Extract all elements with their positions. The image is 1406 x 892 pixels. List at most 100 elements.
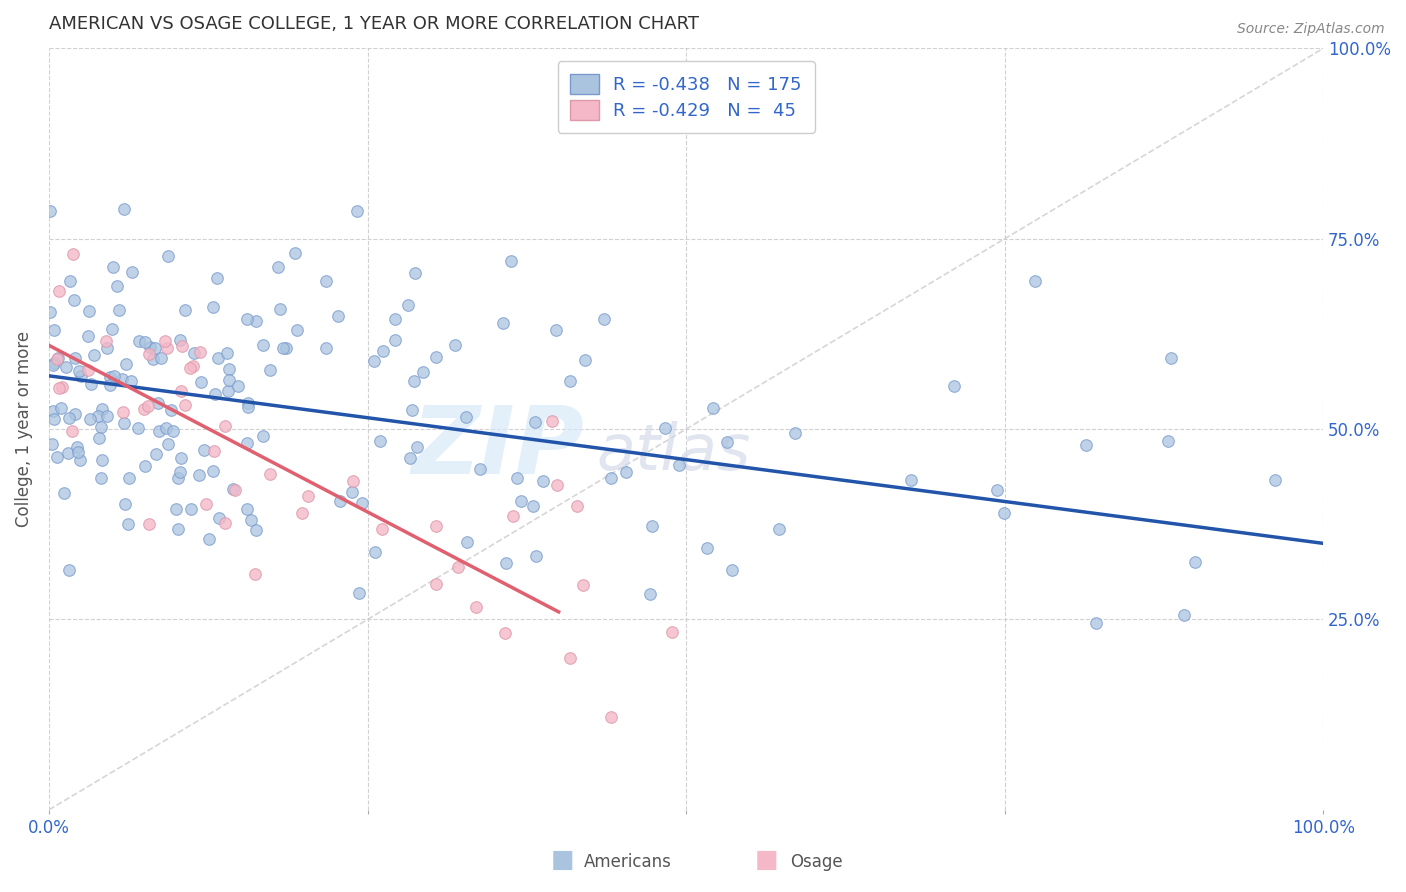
Text: ■: ■	[755, 848, 778, 872]
Point	[112, 416, 135, 430]
Point	[342, 474, 364, 488]
Point	[173, 302, 195, 317]
Point	[1084, 616, 1107, 631]
Point	[600, 471, 623, 485]
Point	[188, 468, 211, 483]
Point	[111, 372, 134, 386]
Point	[139, 340, 162, 354]
Point	[425, 350, 447, 364]
Point	[540, 414, 562, 428]
Point	[592, 312, 614, 326]
Point	[661, 625, 683, 640]
Point	[363, 354, 385, 368]
Point	[384, 312, 406, 326]
Point	[1157, 434, 1180, 448]
Point	[654, 420, 676, 434]
Point	[1184, 555, 1206, 569]
Point	[297, 489, 319, 503]
Point	[470, 462, 492, 476]
Point	[80, 376, 103, 391]
Point	[181, 359, 204, 373]
Text: AMERICAN VS OSAGE COLLEGE, 1 YEAR OR MORE CORRELATION CHART: AMERICAN VS OSAGE COLLEGE, 1 YEAR OR MOR…	[49, 15, 699, 33]
Point	[148, 425, 170, 439]
Point	[48, 351, 70, 365]
Point	[128, 334, 150, 348]
Point	[226, 379, 249, 393]
Point	[444, 338, 467, 352]
Point	[167, 471, 190, 485]
Point	[315, 274, 337, 288]
Point	[524, 549, 547, 564]
Point	[291, 506, 314, 520]
Text: ZIP: ZIP	[411, 402, 583, 494]
Point	[51, 380, 73, 394]
Point	[238, 400, 260, 414]
Point	[285, 323, 308, 337]
Point	[522, 499, 544, 513]
Point	[696, 541, 718, 555]
Point	[986, 483, 1008, 497]
Point	[1024, 274, 1046, 288]
Point	[702, 401, 724, 416]
Point	[425, 519, 447, 533]
Point	[412, 365, 434, 379]
Point	[174, 398, 197, 412]
Point	[42, 323, 65, 337]
Point	[142, 352, 165, 367]
Point	[105, 279, 128, 293]
Point	[1173, 607, 1195, 622]
Point	[284, 245, 307, 260]
Point	[398, 451, 420, 466]
Point	[179, 360, 201, 375]
Point	[118, 471, 141, 485]
Point	[62, 293, 84, 307]
Legend: R = -0.438   N = 175, R = -0.429   N =  45: R = -0.438 N = 175, R = -0.429 N = 45	[558, 62, 814, 133]
Point	[143, 341, 166, 355]
Point	[48, 381, 70, 395]
Point	[96, 409, 118, 424]
Point	[103, 369, 125, 384]
Point	[558, 374, 581, 388]
Point	[108, 303, 131, 318]
Point	[41, 437, 63, 451]
Point	[271, 342, 294, 356]
Point	[668, 458, 690, 472]
Point	[783, 425, 806, 440]
Point	[425, 577, 447, 591]
Point	[98, 378, 121, 392]
Point	[217, 384, 239, 398]
Point	[614, 465, 637, 479]
Point	[136, 399, 159, 413]
Point	[101, 260, 124, 274]
Point	[245, 314, 267, 328]
Point	[346, 204, 368, 219]
Text: Americans: Americans	[583, 853, 672, 871]
Point	[115, 357, 138, 371]
Point	[190, 376, 212, 390]
Point	[120, 374, 142, 388]
Point	[599, 710, 621, 724]
Point	[721, 563, 744, 577]
Point	[716, 435, 738, 450]
Point	[404, 266, 426, 280]
Point	[201, 300, 224, 314]
Point	[149, 351, 172, 366]
Point	[524, 415, 547, 429]
Point	[145, 446, 167, 460]
Point	[67, 364, 90, 378]
Point	[169, 333, 191, 347]
Point	[156, 341, 179, 355]
Point	[499, 254, 522, 268]
Point	[245, 524, 267, 538]
Point	[768, 522, 790, 536]
Point	[1264, 473, 1286, 487]
Text: Osage: Osage	[790, 853, 842, 871]
Point	[269, 301, 291, 316]
Point	[574, 352, 596, 367]
Point	[993, 507, 1015, 521]
Point	[942, 379, 965, 393]
Point	[546, 323, 568, 337]
Point	[62, 247, 84, 261]
Point	[329, 494, 352, 508]
Point	[167, 522, 190, 536]
